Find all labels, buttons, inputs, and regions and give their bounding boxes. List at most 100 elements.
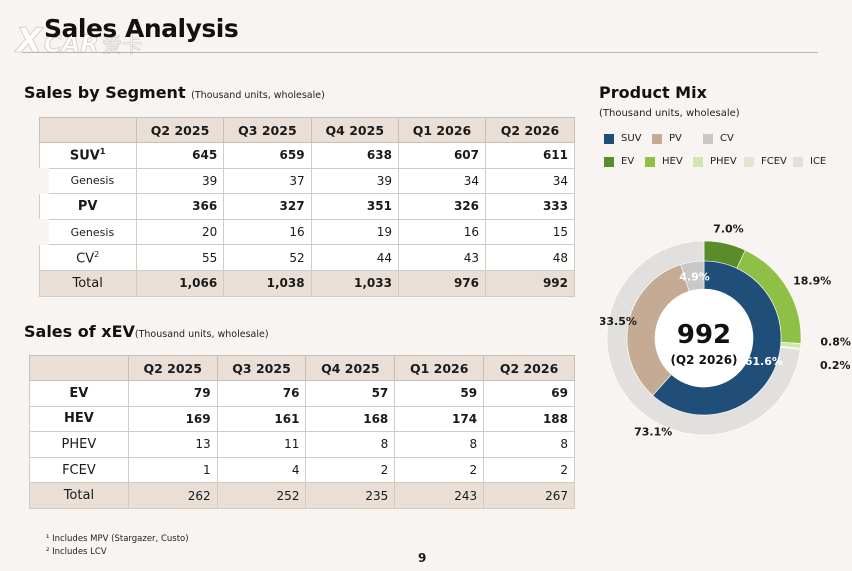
header-blank bbox=[38, 117, 137, 143]
cell: 235 bbox=[305, 482, 396, 509]
cell: 4 bbox=[216, 456, 307, 484]
cell: 1 bbox=[127, 456, 218, 484]
row-label: Genesis bbox=[28, 167, 137, 195]
column-header: Q2 2025 bbox=[135, 117, 225, 143]
cell: 48 bbox=[485, 244, 575, 271]
table-header-row: Q2 2025 Q3 2025 Q4 2025 Q1 2026 Q2 2026 bbox=[29, 355, 575, 381]
row-label: Total bbox=[38, 269, 137, 297]
row-label: CV2 bbox=[38, 244, 137, 271]
svg-text:CAR: CAR bbox=[44, 30, 99, 58]
cell: 39 bbox=[310, 167, 399, 195]
row-label: HEV bbox=[29, 405, 129, 433]
legend-item-fcev: FCEV bbox=[744, 156, 787, 167]
row-label: EV bbox=[29, 380, 129, 407]
cell: 161 bbox=[216, 405, 307, 433]
cell: 69 bbox=[483, 380, 575, 407]
cell: 8 bbox=[394, 431, 485, 458]
donut-center bbox=[655, 289, 753, 387]
row-label: SUV1 bbox=[38, 142, 137, 169]
legend-item-hev: HEV bbox=[645, 156, 683, 167]
table-row-suv-genesis: Genesis 39 37 39 34 34 bbox=[28, 167, 575, 195]
table-row-cv: CV2 55 52 44 43 48 bbox=[38, 244, 575, 271]
xev-title: Sales of xEV bbox=[24, 322, 135, 341]
cell: 43 bbox=[397, 244, 487, 271]
legend-item-pv: PV bbox=[652, 133, 682, 144]
legend-item-ice: ICE bbox=[793, 156, 826, 167]
center-label: (Q2 2026) bbox=[670, 353, 737, 367]
segment-title: Sales by Segment bbox=[24, 83, 186, 102]
data-label-fcev: 0.2% bbox=[820, 359, 851, 372]
cell: 645 bbox=[135, 142, 225, 169]
xev-subtitle: (Thousand units, wholesale) bbox=[134, 329, 269, 340]
cell: 992 bbox=[485, 269, 575, 297]
cell: 76 bbox=[216, 380, 307, 407]
legend-swatch bbox=[793, 156, 803, 167]
cell: 267 bbox=[483, 482, 575, 509]
cell: 366 bbox=[135, 193, 225, 220]
table-row-pv-genesis: Genesis 20 16 19 16 15 bbox=[28, 218, 575, 246]
cell: 34 bbox=[485, 167, 575, 195]
cell: 59 bbox=[394, 380, 485, 407]
data-label-ev: 7.0% bbox=[713, 223, 744, 236]
cell: 2 bbox=[394, 456, 485, 484]
footnote-1: ¹ Includes MPV (Stargazer, Custo) bbox=[46, 534, 189, 544]
column-header: Q3 2025 bbox=[223, 117, 312, 143]
legend-label: CV bbox=[720, 133, 734, 144]
table-row-fcev: FCEV 1 4 2 2 2 bbox=[29, 456, 575, 484]
legend-item-ev: EV bbox=[604, 156, 634, 167]
cell: 8 bbox=[305, 431, 396, 458]
legend-label: HEV bbox=[662, 156, 683, 167]
legend-item-cv: CV bbox=[703, 133, 734, 144]
cell: 174 bbox=[394, 405, 485, 433]
cell: 2 bbox=[305, 456, 396, 484]
row-label: Total bbox=[29, 482, 129, 509]
data-label-suv: 61.6% bbox=[745, 355, 783, 368]
data-label-pv: 33.5% bbox=[600, 315, 637, 328]
data-label-cv: 4.9% bbox=[679, 271, 710, 284]
row-label: Genesis bbox=[28, 218, 137, 246]
cell: 168 bbox=[305, 405, 396, 433]
svg-text:爱卡: 爱卡 bbox=[102, 33, 142, 57]
segment-subtitle: (Thousand units, wholesale) bbox=[191, 90, 325, 101]
product-mix-donut-chart: 992 (Q2 2026) 61.6% 33.5% 4.9% 7.0% 18.9% 0.8… bbox=[600, 223, 851, 439]
cell: 13 bbox=[127, 431, 218, 458]
xev-table: Q2 2025 Q3 2025 Q4 2025 Q1 2026 Q2 2026 … bbox=[29, 355, 575, 509]
cell: 15 bbox=[485, 218, 575, 246]
legend-swatch bbox=[693, 156, 703, 167]
cell: 52 bbox=[223, 244, 312, 271]
legend-swatch bbox=[703, 133, 713, 144]
row-label: FCEV bbox=[29, 456, 129, 484]
xev-section-title: Sales of xEV(Thousand units, wholesale) bbox=[24, 322, 269, 341]
table-row-total: Total 262 252 235 243 267 bbox=[29, 482, 575, 509]
cell: 327 bbox=[223, 193, 312, 220]
page-number: 9 bbox=[418, 551, 427, 565]
legend-swatch bbox=[652, 133, 662, 144]
cell: 2 bbox=[483, 456, 575, 484]
column-header: Q2 2026 bbox=[485, 117, 575, 143]
table-row-total: Total 1,066 1,038 1,033 976 992 bbox=[38, 269, 575, 297]
inner-ring bbox=[626, 260, 782, 416]
column-header: Q4 2025 bbox=[310, 117, 399, 143]
table-row-suv: SUV1 645 659 638 607 611 bbox=[38, 142, 575, 169]
data-label-phev: 0.8% bbox=[820, 335, 851, 348]
legend-label: SUV bbox=[621, 133, 642, 144]
row-label: PHEV bbox=[29, 431, 129, 458]
column-header: Q4 2025 bbox=[305, 355, 396, 381]
table-header-row: Q2 2025 Q3 2025 Q4 2025 Q1 2026 Q2 2026 bbox=[38, 117, 575, 143]
cell: 169 bbox=[127, 405, 218, 433]
cell: 976 bbox=[397, 269, 487, 297]
cell: 188 bbox=[483, 405, 575, 433]
cell: 1,038 bbox=[223, 269, 312, 297]
center-value: 992 bbox=[677, 320, 731, 350]
cell: 659 bbox=[223, 142, 312, 169]
cell: 11 bbox=[216, 431, 307, 458]
cell: 611 bbox=[485, 142, 575, 169]
column-header: Q3 2025 bbox=[216, 355, 307, 381]
legend-item-suv: SUV bbox=[604, 133, 642, 144]
cell: 252 bbox=[216, 482, 307, 509]
table-row-phev: PHEV 13 11 8 8 8 bbox=[29, 431, 575, 458]
cell: 351 bbox=[310, 193, 399, 220]
svg-text:X: X bbox=[14, 21, 44, 61]
table-row-pv: PV 366 327 351 326 333 bbox=[38, 193, 575, 220]
cell: 20 bbox=[135, 218, 225, 246]
